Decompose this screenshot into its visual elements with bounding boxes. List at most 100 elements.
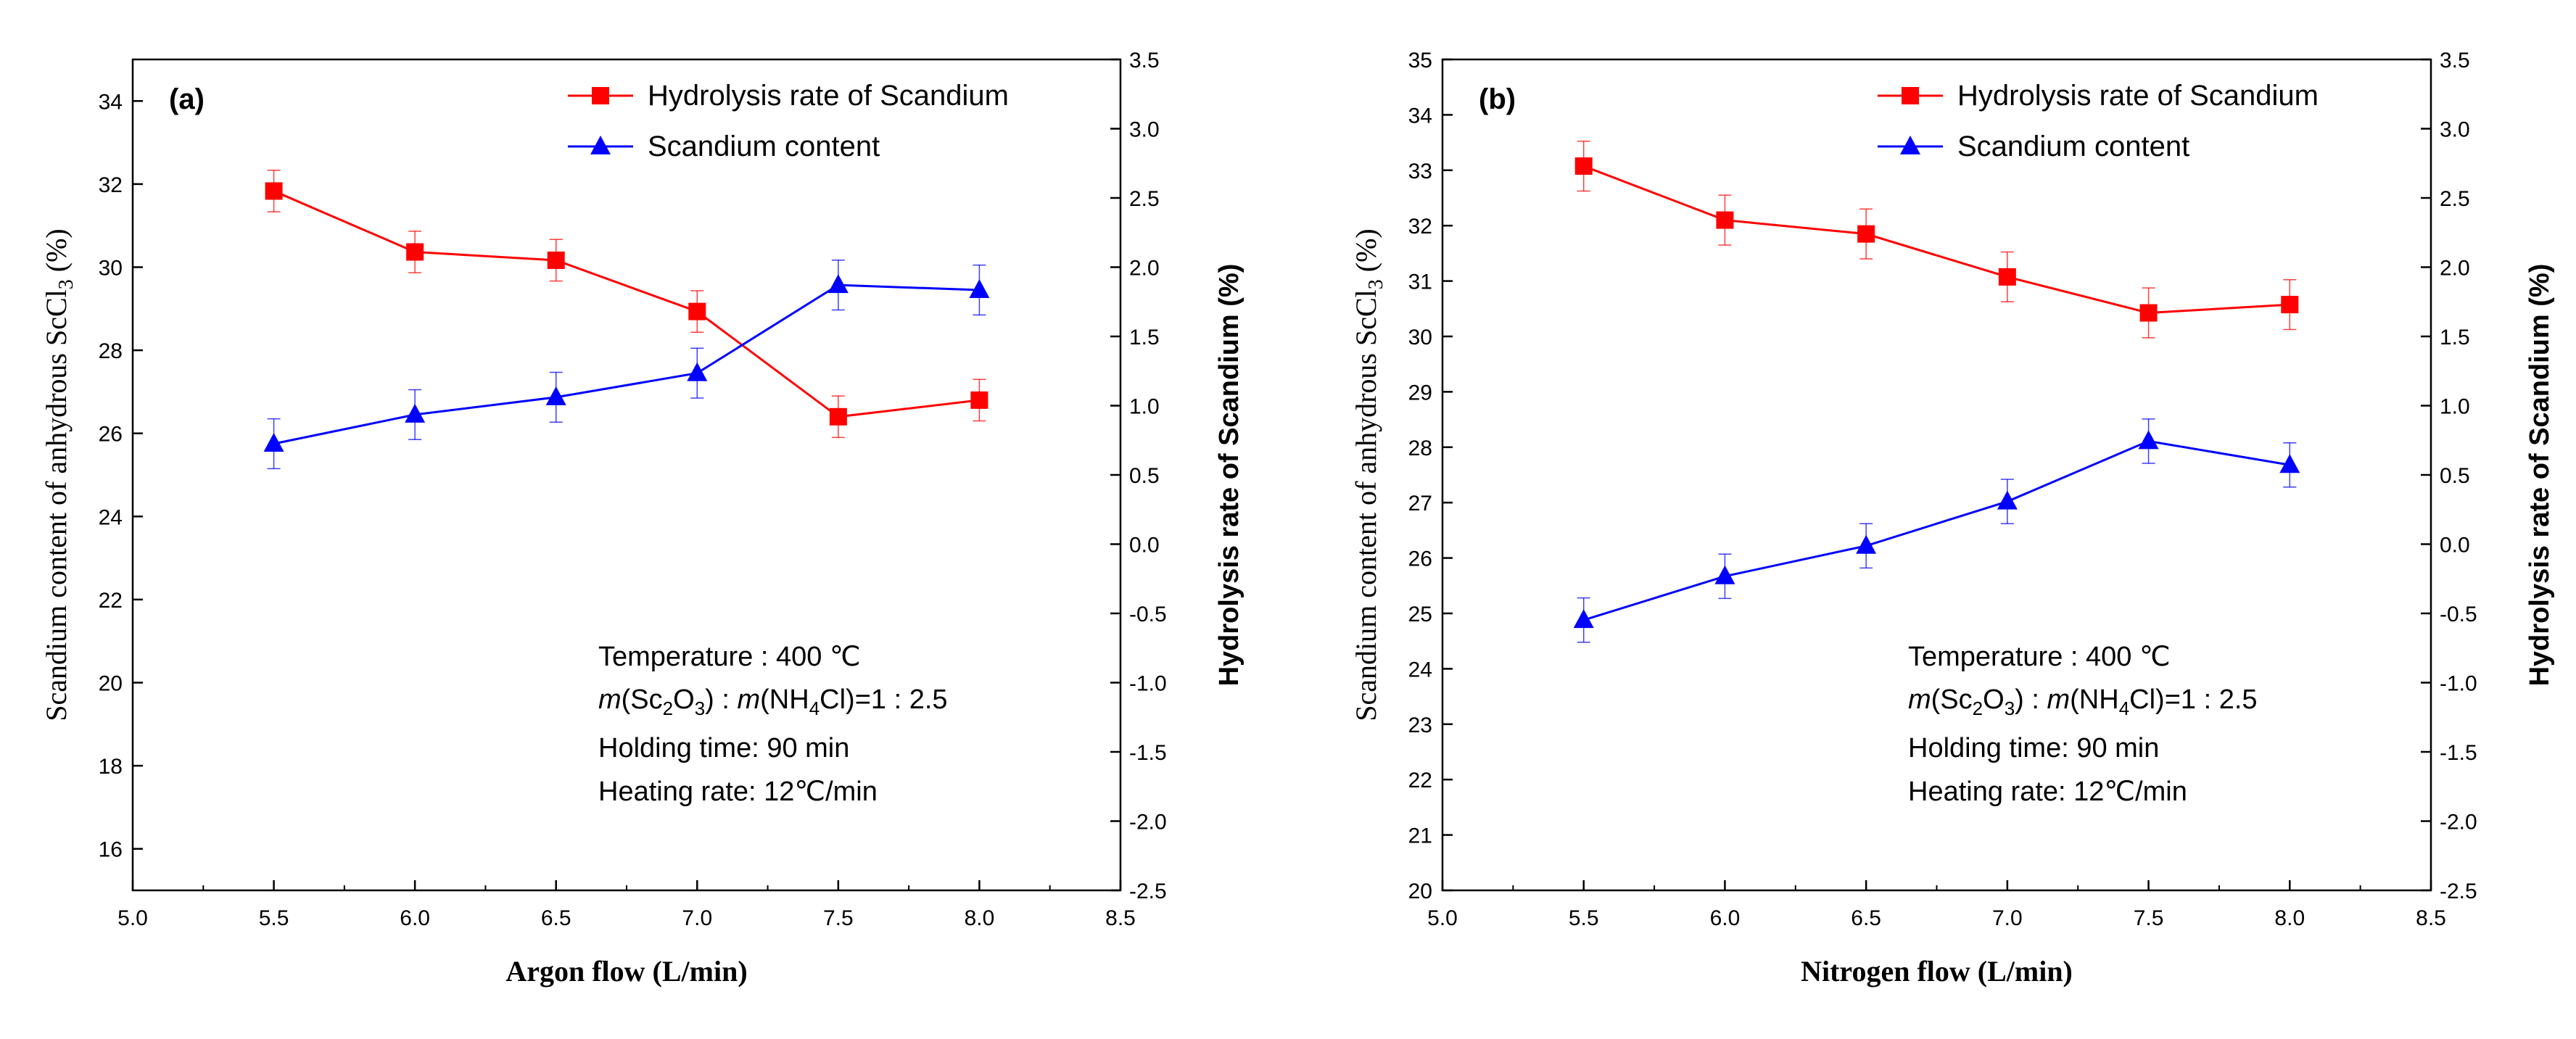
y-left-tick-label: 28 [99,339,123,363]
y-left-tick-label: 28 [1408,436,1432,460]
y-right-axis-title: Hydrolysis rate of Scandium (%) [1214,264,1244,687]
data-point [827,274,849,294]
annotation-ratio: m(Sc2O3) : m(NH4Cl)=1 : 2.5 [1908,684,2258,719]
y-right-tick-label: 1.5 [1129,326,1160,349]
legend-label: Scandium content [1957,131,2189,162]
data-point [1573,609,1594,629]
legend-label: Hydrolysis rate of Scandium [1957,80,2319,112]
y-left-tick-label: 21 [1408,824,1432,848]
legend-item: Hydrolysis rate of Scandium [1878,80,2319,112]
data-point [829,407,847,426]
y-right-tick-label: -1.0 [2440,672,2477,696]
series-line [1583,165,2290,315]
y-right-tick-label: 1.0 [2440,395,2470,419]
y-right-tick-label: 2.0 [1129,257,1160,281]
legend-item: Hydrolysis rate of Scandium [568,80,1009,112]
legend-marker [1902,87,1919,104]
y-right-tick-label: -2.5 [1129,879,1167,903]
y-right-tick-label: 2.0 [2440,257,2470,281]
data-point [687,362,708,381]
y-left-tick-label: 20 [99,672,123,696]
y-left-tick-label: 16 [99,838,123,862]
data-point [2279,454,2300,473]
y-right-tick-label: -2.5 [2440,879,2477,903]
panel-label: (b) [1479,83,1516,115]
y-right-tick-label: 3.0 [2440,118,2470,142]
data-point [969,279,990,299]
y-right-tick-label: -2.0 [1129,811,1167,835]
y-left-tick-label: 25 [1408,603,1432,626]
y-left-tick-label: 24 [99,505,123,529]
legend-label: Hydrolysis rate of Scandium [648,80,1009,112]
x-tick-label: 5.0 [1427,906,1458,930]
y-left-tick-label: 31 [1408,270,1432,294]
x-axis-title: Argon flow (L/min) [505,955,747,988]
chart-panel-2: 5.0 5.5 6.0 6.5 7.0 7.5 8.0 8.5 20 21 22 23 24 25 26 27… [1350,49,2555,988]
x-tick-label: 8.0 [965,906,995,930]
data-point [1714,565,1735,584]
y-left-tick-label: 22 [99,589,123,613]
annotation-heating-rate: Heating rate: 12℃/min [598,777,878,807]
legend-item: Scandium content [568,131,880,162]
y-left-tick-label: 29 [1408,381,1432,405]
plot-frame [1441,58,2432,892]
y-right-tick-label: 1.5 [2440,326,2470,349]
x-tick-label: 7.0 [1992,906,2023,930]
x-tick-label: 5.5 [259,906,289,930]
x-tick-label: 7.5 [2134,906,2164,930]
y-left-tick-label: 27 [1408,492,1432,516]
y-right-tick-label: 2.5 [1129,187,1160,211]
y-left-tick-label: 32 [1408,215,1432,239]
y-right-tick-label: 2.5 [2440,187,2470,211]
x-axis-title: Nitrogen flow (L/min) [1801,955,2073,988]
x-tick-label: 7.0 [682,906,712,930]
x-tick-label: 7.5 [823,906,854,930]
data-point [265,182,283,200]
y-right-tick-label: 0.0 [2440,534,2470,558]
y-left-tick-label: 30 [1408,326,1432,349]
panel-label: (a) [169,83,205,115]
chart-panel-1: 5.0 5.5 6.0 6.5 7.0 7.5 8.0 8.5 16 18 20 22 24 26 28 30… [40,49,1244,988]
y-right-tick-label: -0.5 [1129,603,1167,626]
y-right-tick-label: 3.5 [1129,49,1160,73]
x-tick-label: 5.0 [117,906,148,930]
data-point [2281,296,2299,314]
y-right-tick-label: 0.0 [1129,534,1160,558]
data-point [2139,304,2158,322]
data-point [1716,211,1734,229]
annotation-ratio: m(Sc2O3) : m(NH4Cl)=1 : 2.5 [598,684,948,719]
y-right-tick-label: 0.5 [2440,464,2470,488]
data-point [1857,225,1875,243]
annotation-holding-time: Holding time: 90 min [598,733,849,763]
y-right-tick-label: 0.5 [1129,464,1160,488]
annotation-holding-time: Holding time: 90 min [1908,733,2159,763]
annotation-temperature: Temperature : 400 ℃ [1908,642,2171,672]
y-left-tick-label: 24 [1408,658,1432,682]
conditions-annotation: Temperature : 400 ℃ m(Sc2O3) : m(NH4Cl)=1… [598,642,948,807]
data-point [2138,430,2159,450]
y-left-tick-label: 20 [1408,879,1432,903]
y-left-tick-label: 26 [99,423,123,447]
data-point [545,386,566,405]
legend-marker [590,136,611,154]
data-point [547,251,565,269]
series-hydrolysis-rate [1574,140,2299,339]
y-right-tick-label: -1.5 [1129,741,1167,765]
y-left-axis-title: Scandium content of anhydrous ScCl3 (%) [40,228,78,721]
y-left-tick-label: 18 [99,755,123,779]
x-tick-label: 6.5 [1851,906,1881,930]
data-point [263,433,284,452]
data-point [1997,490,2018,510]
y-left-tick-label: 26 [1408,547,1432,571]
y-right-axis-title: Hydrolysis rate of Scandium (%) [2525,264,2555,687]
y-left-tick-label: 35 [1408,49,1432,73]
series-hydrolysis-rate [265,170,988,439]
y-right-tick-label: 3.5 [2440,49,2470,73]
y-left-tick-label: 33 [1408,160,1432,183]
series-line [273,190,980,418]
x-tick-label: 8.5 [1105,906,1136,930]
data-point [688,302,706,320]
data-point [405,403,426,423]
y-left-tick-label: 23 [1408,713,1432,737]
conditions-annotation: Temperature : 400 ℃ m(Sc2O3) : m(NH4Cl)=1… [1908,642,2258,807]
